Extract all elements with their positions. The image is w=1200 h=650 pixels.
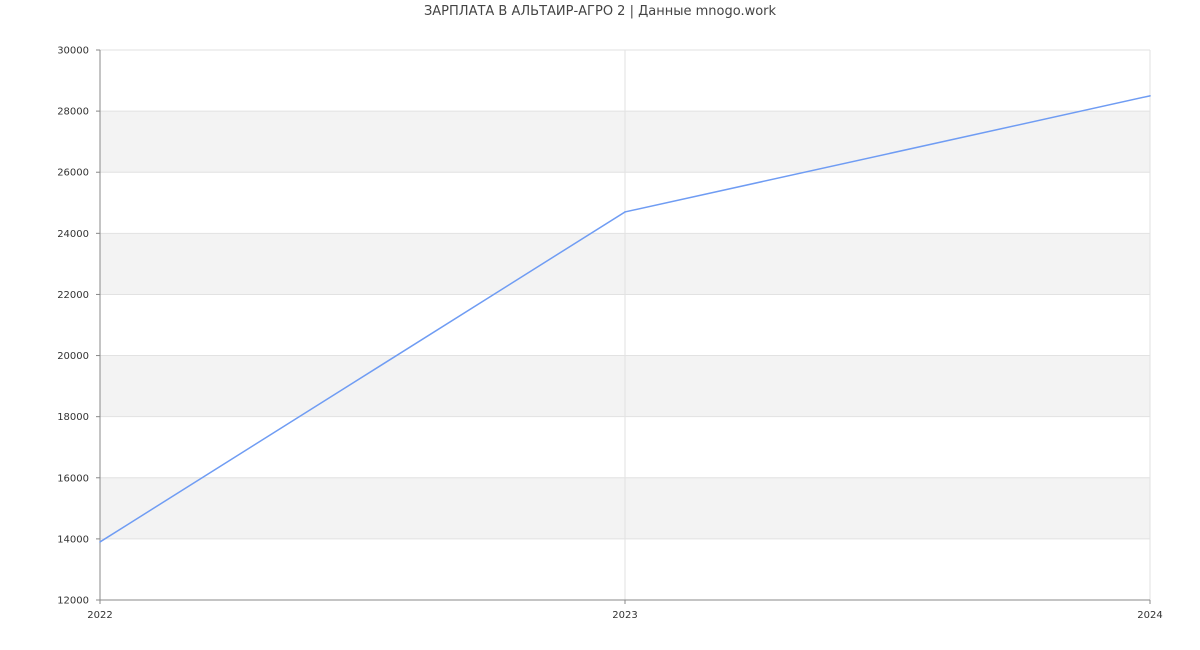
y-tick-label: 16000: [57, 473, 89, 484]
y-tick-label: 14000: [57, 534, 89, 545]
y-tick-label: 24000: [57, 229, 89, 240]
y-tick-label: 26000: [57, 168, 89, 179]
data-point: [99, 541, 101, 543]
y-tick-label: 20000: [57, 351, 89, 362]
data-point: [624, 211, 626, 213]
y-tick-label: 28000: [57, 107, 89, 118]
x-tick-label: 2022: [87, 610, 112, 621]
y-tick-label: 22000: [57, 290, 89, 301]
chart-title: ЗАРПЛАТА В АЛЬТАИР-АГРО 2 | Данные mnogo…: [423, 4, 777, 19]
y-tick-label: 18000: [57, 412, 89, 423]
y-tick-label: 30000: [57, 46, 89, 57]
x-tick-label: 2024: [1137, 610, 1162, 621]
data-point: [1149, 95, 1151, 97]
y-tick-label: 12000: [57, 596, 89, 607]
x-tick-label: 2023: [612, 610, 637, 621]
